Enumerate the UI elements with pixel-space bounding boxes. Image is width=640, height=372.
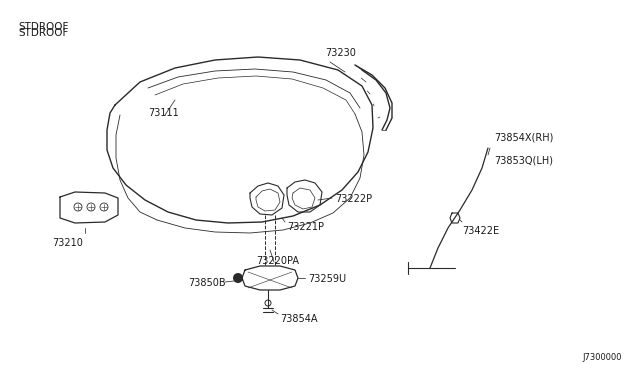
- Text: 73422E: 73422E: [462, 226, 499, 236]
- Text: 73853Q(LH): 73853Q(LH): [494, 155, 553, 165]
- Text: J7300000: J7300000: [582, 353, 622, 362]
- Circle shape: [233, 273, 243, 283]
- Text: 73850B: 73850B: [188, 278, 226, 288]
- Text: 73230: 73230: [325, 48, 356, 58]
- Text: 73221P: 73221P: [287, 222, 324, 232]
- Text: 73111: 73111: [148, 108, 179, 118]
- Text: STDROOF: STDROOF: [18, 28, 68, 38]
- Text: 73222P: 73222P: [335, 194, 372, 204]
- Text: STDROOF: STDROOF: [18, 22, 68, 32]
- Text: 73210: 73210: [52, 238, 83, 248]
- Text: 73259U: 73259U: [308, 274, 346, 284]
- Text: 73854X(RH): 73854X(RH): [494, 132, 554, 142]
- Text: 73220PA: 73220PA: [256, 256, 299, 266]
- Text: 73854A: 73854A: [280, 314, 317, 324]
